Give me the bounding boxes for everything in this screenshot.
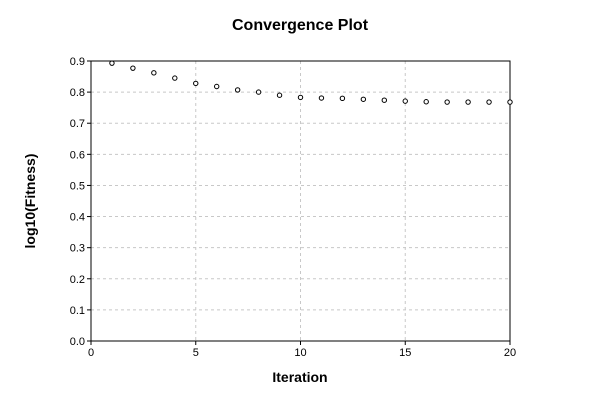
- data-point: [486, 99, 492, 105]
- y-tick-label: 0.9: [70, 56, 85, 68]
- y-tick-label: 0.4: [70, 212, 85, 224]
- x-tick-label: 15: [399, 347, 411, 359]
- data-point: [402, 98, 408, 104]
- chart-title: Convergence Plot: [232, 17, 369, 34]
- y-tick-label: 0.3: [70, 243, 85, 255]
- data-point: [381, 97, 387, 103]
- data-point: [360, 96, 367, 102]
- data-point: [214, 83, 220, 90]
- data-point: [151, 70, 157, 76]
- data-point: [172, 75, 178, 81]
- data-point: [193, 80, 199, 87]
- data-point: [423, 99, 429, 105]
- data-point: [109, 60, 115, 66]
- data-point: [276, 92, 283, 98]
- x-tick-label: 10: [294, 347, 306, 359]
- data-point: [444, 99, 450, 105]
- data-points: [109, 60, 513, 105]
- data-point: [339, 95, 346, 102]
- y-axis-label: log10(Fitness): [22, 154, 38, 249]
- y-axis: 0.0 0.1 0.2 0.3 0.4 0.5 0.6 0.7 0.8 0.9: [70, 56, 91, 348]
- data-point: [255, 89, 262, 95]
- x-tick-label: 0: [88, 347, 94, 359]
- y-tick-label: 0.6: [70, 149, 85, 161]
- data-point: [507, 99, 513, 105]
- data-point: [130, 65, 136, 71]
- y-tick-label: 0.7: [70, 118, 85, 130]
- y-tick-label: 0.2: [70, 274, 85, 286]
- data-point: [465, 99, 471, 105]
- data-point: [318, 95, 325, 101]
- y-tick-label: 0.0: [70, 336, 85, 348]
- data-point: [234, 87, 241, 93]
- x-axis: 0 5 10 15 20: [88, 341, 516, 359]
- x-tick-label: 20: [504, 347, 516, 359]
- grid-lines: [91, 61, 510, 341]
- x-tick-label: 5: [193, 347, 199, 359]
- y-tick-label: 0.1: [70, 305, 85, 317]
- data-point: [297, 94, 304, 101]
- x-axis-label: Iteration: [272, 369, 327, 385]
- y-tick-label: 0.8: [70, 87, 85, 99]
- y-tick-label: 0.5: [70, 180, 85, 192]
